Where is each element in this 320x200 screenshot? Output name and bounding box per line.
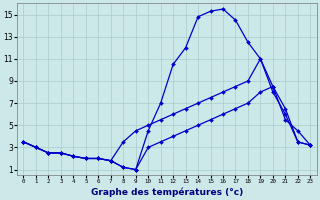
X-axis label: Graphe des températures (°c): Graphe des températures (°c) [91,187,243,197]
